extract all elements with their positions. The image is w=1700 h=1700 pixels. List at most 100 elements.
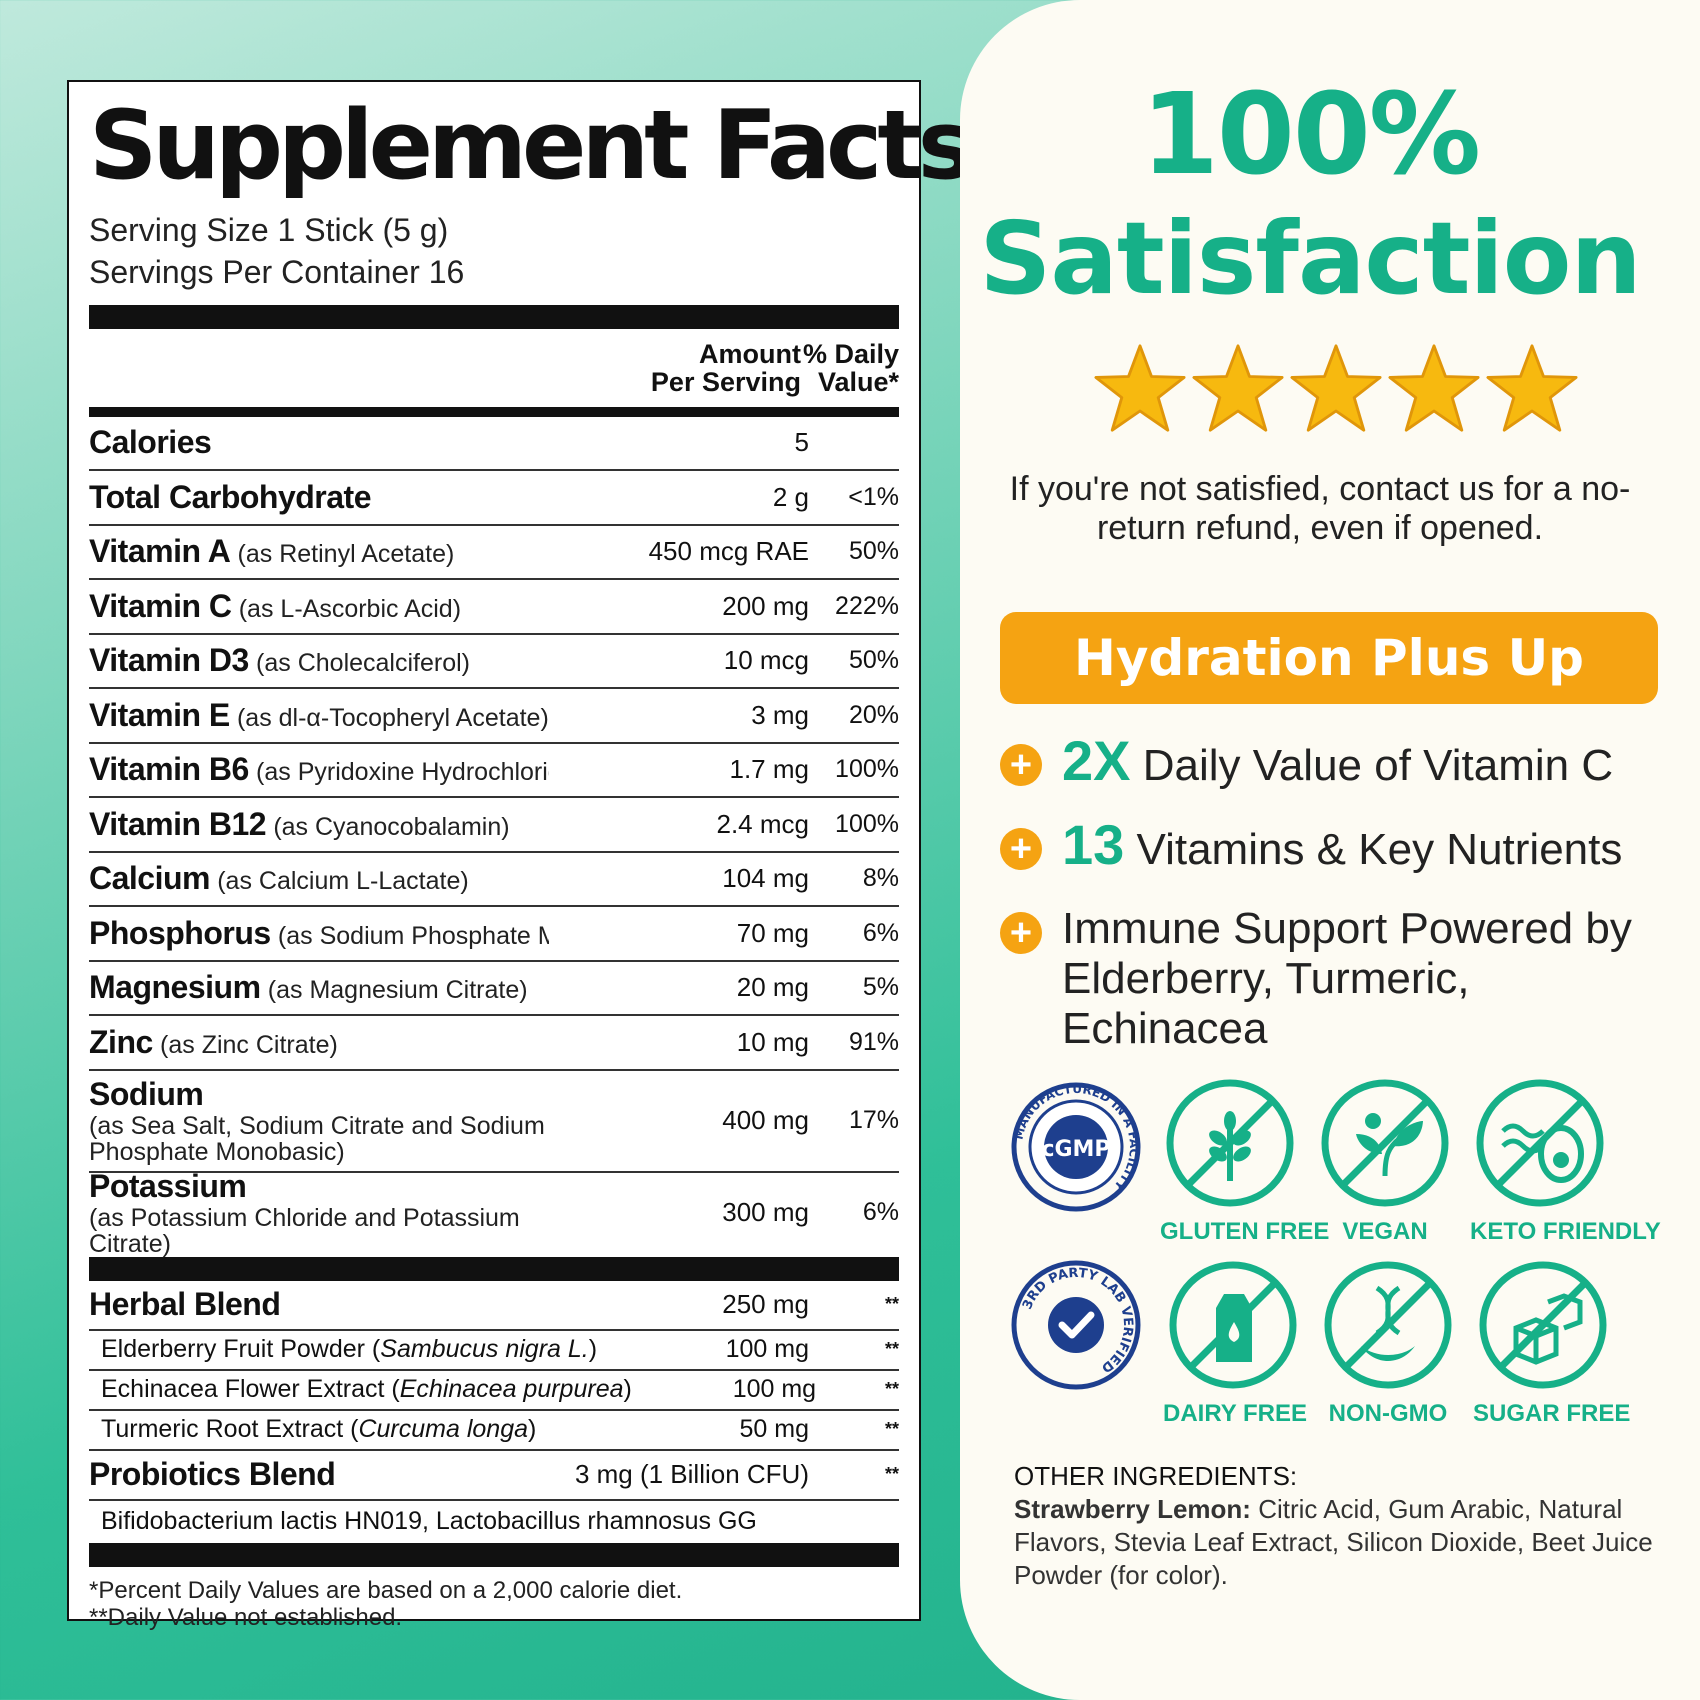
nutrient-label: Magnesium: [89, 969, 261, 1006]
nutrient-row-sodium: Sodium (as Sea Salt, Sodium Citrate and …: [89, 1071, 899, 1173]
nutrient-name: Vitamin A (as Retinyl Acetate): [89, 533, 549, 570]
nutrient-amount: 2.4 mcg: [716, 808, 810, 839]
nutrient-row: Vitamin B12 (as Cyanocobalamin) 2.4 mcg 10…: [89, 798, 899, 853]
nutrient-dv: 17%: [848, 1106, 899, 1134]
nutrient-amount: 5: [794, 427, 809, 458]
header-dv-line2: Value*: [817, 366, 899, 397]
nutrient-detail: (as Sea Salt, Sodium Citrate and Sodium …: [89, 1112, 545, 1165]
nutrient-amount: 2 g: [772, 481, 809, 512]
nutrient-row: Calcium (as Calcium L-Lactate) 104 mg 8%: [89, 853, 899, 907]
herbal-item-row: Turmeric Root Extract (Curcuma longa) 50 …: [89, 1411, 899, 1451]
footnote-dv: *Percent Daily Values are based on a 2,0…: [89, 1576, 683, 1604]
herbal-blend-amount: 250 mg: [722, 1289, 809, 1319]
herbal-blend-name: Herbal Blend: [89, 1286, 549, 1323]
badge-non-gmo: NON-GMO: [1318, 1258, 1458, 1428]
nutrient-amount: 1.7 mg: [729, 754, 810, 785]
nutrient-row: Phosphorus (as Sodium Phosphate Monobasi…: [89, 907, 899, 962]
wheat-icon: [1166, 1079, 1294, 1207]
divider-thick: [89, 1256, 899, 1281]
herbal-item-row: Echinacea Flower Extract (Echinacea purp…: [89, 1371, 899, 1411]
facts-header-row: Amount Per Serving % Daily Value*: [89, 329, 899, 407]
nutrient-amount: 10 mcg: [723, 645, 809, 676]
nutrient-dv: 91%: [848, 1027, 899, 1056]
benefit-text-wrap: 13 Vitamins & Key Nutrients: [1062, 817, 1623, 875]
plus-icon: +: [1000, 744, 1042, 786]
nutrient-row: Vitamin B6 (as Pyridoxine Hydrochloride)…: [89, 744, 899, 798]
benefit-item: + 2X Daily Value of Vitamin C: [1000, 733, 1660, 791]
divider-medium: [89, 406, 899, 417]
herbal-blend-label: Herbal Blend: [89, 1286, 281, 1322]
nutrient-name: Vitamin B12 (as Cyanocobalamin): [89, 806, 549, 843]
nutrient-amount: 450 mcg RAE: [648, 536, 809, 567]
herbal-item-dv: **: [884, 1419, 899, 1439]
herbal-item-label: Turmeric Root Extract: [101, 1415, 344, 1443]
nutrient-label: Vitamin C: [89, 587, 232, 624]
badge-label: VEGAN: [1342, 1218, 1428, 1245]
badge-label: DAIRY FREE: [1163, 1400, 1308, 1427]
badge-keto-friendly: KETO FRIENDLY: [1470, 1076, 1661, 1246]
nutrient-row: Total Carbohydrate 2 g <1%: [89, 471, 899, 526]
benefit-text: Immune Support Powered by Elderberry, Tu…: [1062, 904, 1632, 1053]
other-ingredients-heading: OTHER INGREDIENTS:: [1014, 1461, 1298, 1491]
badge-label: KETO FRIENDLY: [1470, 1218, 1661, 1245]
supplement-facts-panel: Supplement Facts Serving Size 1 Stick (5…: [67, 80, 974, 1631]
herbal-item-latin: Echinacea purpurea: [399, 1375, 624, 1403]
nutrient-rows: Calories 5 Total Carbohydrate 2 g <1% Vitam…: [89, 417, 899, 1071]
nutrient-name: Zinc (as Zinc Citrate): [89, 1024, 549, 1061]
herbal-blend-row: Herbal Blend 250 mg **: [89, 1281, 899, 1331]
nutrient-amount: 10 mg: [736, 1026, 809, 1057]
herbal-blend-dv: **: [884, 1294, 899, 1314]
herbal-item-amount: 50 mg: [739, 1415, 809, 1443]
probiotics-strains: Bifidobacterium lactis HN019, Lactobacil…: [101, 1507, 757, 1535]
probiotics-dv: **: [884, 1464, 899, 1484]
nutrient-name: Magnesium (as Magnesium Citrate): [89, 969, 549, 1006]
herbal-item-dv: **: [884, 1339, 899, 1359]
nutrient-dv: 50%: [848, 646, 899, 675]
nutrient-dv: 20%: [848, 700, 899, 729]
nutrient-row: Vitamin D3 (as Cholecalciferol) 10 mcg 50%: [89, 635, 899, 689]
star-icon: [1486, 344, 1578, 432]
nutrient-dv: 5%: [862, 973, 899, 1002]
serving-info: Serving Size 1 Stick (5 g) Servings Per …: [89, 209, 899, 293]
nutrient-amount: 104 mg: [722, 863, 809, 894]
star-icon: [1094, 344, 1186, 432]
cgmp-seal-icon: cGMP MANUFACTURED IN A FACILITY: [1011, 1082, 1141, 1212]
badge-label: SUGAR FREE: [1473, 1400, 1631, 1427]
herbal-item-amount: 100 mg: [732, 1375, 817, 1403]
nutrient-name: Phosphorus (as Sodium Phosphate Monobasi…: [89, 915, 549, 952]
benefit-text: Vitamins & Key Nutrients: [1136, 825, 1623, 874]
nutrient-label: Vitamin D3: [89, 642, 249, 679]
herbal-item-name: Turmeric Root Extract (Curcuma longa): [101, 1415, 537, 1443]
nutrient-label: Zinc: [89, 1023, 153, 1060]
headline-satisfaction: Satisfaction: [979, 200, 1641, 317]
nutrient-dv: 50%: [848, 537, 899, 566]
headline-percent: 100%: [1140, 70, 1481, 200]
leaf-icon: [1321, 1079, 1449, 1207]
ingredients-list: Citric Acid, Gum Arabic, Natural Flavors…: [1014, 1494, 1653, 1590]
header-amount-line2: Per Serving: [650, 366, 801, 397]
divider-thick: [89, 304, 899, 329]
nutrient-name: Potassium (as Potassium Chloride and Pot…: [89, 1168, 549, 1257]
header-dv-line1: % Daily: [802, 338, 899, 369]
satisfaction-card: 100% Satisfaction If you're not satisfie…: [960, 0, 1700, 1700]
product-name-pill: Hydration Plus Up: [1000, 612, 1658, 704]
lab-verified-seal-icon: 3RD PARTY LAB VERIFIED: [1011, 1260, 1141, 1390]
nutrient-row: Calories 5: [89, 417, 899, 471]
milk-carton-icon: [1169, 1261, 1297, 1389]
nutrient-detail: (as dl-α-Tocopheryl Acetate): [236, 703, 549, 732]
nutrient-dv: <1%: [848, 482, 899, 511]
sugar-cube-icon: [1479, 1261, 1607, 1389]
nutrient-dv: 6%: [862, 1198, 899, 1226]
nutrient-detail: (as Retinyl Acetate): [237, 540, 455, 569]
nutrient-dv: 6%: [862, 918, 899, 947]
probiotics-amount: 3 mg (1 Billion CFU): [574, 1459, 809, 1489]
benefit-item: + 13 Vitamins & Key Nutrients: [1000, 817, 1660, 875]
nutrient-detail: (as Zinc Citrate): [160, 1030, 338, 1059]
plus-icon: +: [1000, 912, 1042, 954]
refund-promise: If you're not satisfied, contact us for …: [1009, 470, 1631, 547]
nutrient-label: Vitamin E: [89, 696, 230, 733]
probiotics-label: Probiotics Blend: [89, 1456, 336, 1492]
svg-text:cGMP: cGMP: [1041, 1137, 1110, 1162]
herbal-items: Elderberry Fruit Powder (Sambucus nigra …: [89, 1331, 899, 1451]
footnotes: *Percent Daily Values are based on a 2,0…: [89, 1577, 899, 1631]
